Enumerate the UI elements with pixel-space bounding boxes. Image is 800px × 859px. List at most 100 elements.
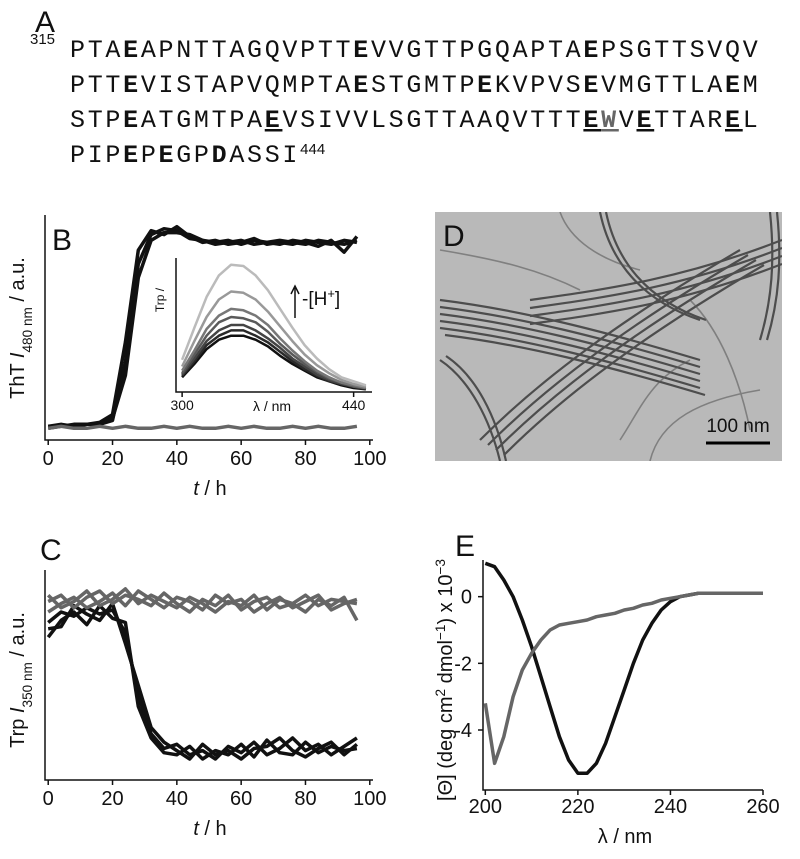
label-part: −1 — [433, 625, 448, 641]
sequence-line: STPEATGMTPAEVSIVVLSGTTAAQVTTTEWVETTAREL — [70, 106, 760, 135]
residue: E — [583, 106, 601, 135]
residue: E — [123, 71, 141, 100]
label-part: / h — [199, 818, 227, 840]
panel-label: A — [35, 6, 55, 39]
y-axis-label: [Θ] (deg cm2 dmol−1) x 10−3 — [433, 559, 458, 801]
residue: VMGTTLA — [601, 71, 725, 100]
residue: M — [743, 71, 761, 100]
annotation: -[H+] — [302, 286, 340, 311]
data-line — [47, 230, 358, 431]
label-part: t — [193, 818, 200, 840]
residue: E — [265, 106, 283, 135]
residue: E — [159, 141, 177, 170]
x-tick-label: 240 — [654, 796, 687, 818]
residue: VSIVVLSGTTAAQVTTT — [282, 106, 583, 135]
x-axis-label: t / h — [193, 478, 226, 500]
label-part: −3 — [433, 559, 448, 575]
axis-line — [175, 258, 372, 393]
x-tick-label: 40 — [166, 448, 188, 470]
panel-label: D — [443, 220, 465, 253]
x-axis-label: λ / nm — [598, 826, 652, 848]
label-part: -[H — [302, 289, 327, 310]
arrow-head — [290, 284, 300, 295]
data-line — [47, 424, 358, 431]
residue: L — [743, 106, 761, 135]
data-line — [181, 307, 367, 390]
x-tick-label: 300 — [170, 397, 194, 413]
x-tick-label: 60 — [230, 448, 252, 470]
data-line — [47, 606, 358, 761]
panel-label: B — [52, 224, 72, 257]
residue: ASSI — [229, 141, 300, 170]
x-tick-label: 0 — [43, 448, 54, 470]
residue: E — [725, 71, 743, 100]
y-tick-label: 0 — [461, 587, 472, 609]
fibrils — [439, 212, 782, 461]
x-tick-label: 20 — [101, 448, 123, 470]
residue: STGMTP — [371, 71, 477, 100]
residue: W — [601, 106, 619, 135]
label-part: / h — [199, 478, 227, 500]
label-part: 480 nm — [20, 307, 35, 352]
residue: V — [619, 106, 637, 135]
residue: KVPVS — [495, 71, 584, 100]
label-part: + — [327, 286, 335, 301]
residue: E — [477, 71, 495, 100]
residue: E — [123, 141, 141, 170]
sequence-end: 444 — [300, 141, 325, 158]
label-part: dmol — [435, 640, 457, 689]
residue: P — [141, 141, 159, 170]
data-line — [483, 591, 763, 766]
data-line — [46, 603, 358, 761]
residue: VISTAPVQMPTA — [141, 71, 353, 100]
data-line — [47, 589, 358, 614]
x-tick-label: 100 — [353, 788, 386, 810]
y-axis-label: Trp I350 nm / a.u. — [7, 612, 35, 748]
x-tick-label: 80 — [294, 788, 316, 810]
x-tick-label: 100 — [353, 448, 386, 470]
residue: E — [637, 106, 655, 135]
data-line — [180, 290, 367, 388]
residue: ATGMTPA — [141, 106, 265, 135]
x-tick-label: 40 — [166, 788, 188, 810]
residue: PTA — [70, 36, 123, 65]
sequence-start: 315 — [30, 31, 55, 48]
label-part: I — [7, 707, 29, 713]
x-tick-label: 200 — [469, 796, 502, 818]
x-tick-label: 440 — [342, 397, 366, 413]
label-part: ) x 10 — [435, 575, 457, 625]
panel-label: C — [40, 534, 62, 567]
y-tick-label: -4 — [454, 720, 472, 742]
sequence-line: PTAEAPNTTAGQVPTTEVVGTTPGQAPTAEPSGTTSVQV — [70, 36, 760, 65]
x-axis-label: t / h — [193, 818, 226, 840]
x-axis-label: λ / nm — [253, 398, 291, 414]
x-tick-label: 60 — [230, 788, 252, 810]
residue: APNTTAGQVPTT — [141, 36, 353, 65]
y-tick-label: -2 — [454, 653, 472, 675]
residue: E — [123, 106, 141, 135]
data-line — [180, 263, 367, 387]
x-tick-label: 0 — [43, 788, 54, 810]
data-line — [47, 589, 358, 614]
label-part: ThT — [7, 358, 29, 399]
axis-line — [482, 560, 763, 791]
label-part: ] — [335, 289, 340, 310]
label-part: 350 nm — [20, 662, 35, 707]
label-part: / a.u. — [7, 257, 29, 307]
label-part: Trp / — [153, 287, 167, 312]
panel-label: E — [455, 530, 475, 563]
residue: PIP — [70, 141, 123, 170]
residue: D — [212, 141, 230, 170]
residue: GP — [176, 141, 211, 170]
y-axis-label: ThT I480 nm / a.u. — [7, 257, 35, 399]
residue: E — [353, 36, 371, 65]
axis-line — [44, 215, 373, 441]
axis-line — [44, 570, 373, 781]
x-tick-label: 220 — [561, 796, 594, 818]
x-tick-label: 20 — [101, 788, 123, 810]
x-tick-label: 80 — [294, 448, 316, 470]
label-part: [Θ] (deg cm — [435, 697, 457, 801]
residue: TTAR — [654, 106, 725, 135]
sequence-line: PTTEVISTAPVQMPTAESTGMTPEKVPVSEVMGTTLAEM — [70, 71, 760, 100]
